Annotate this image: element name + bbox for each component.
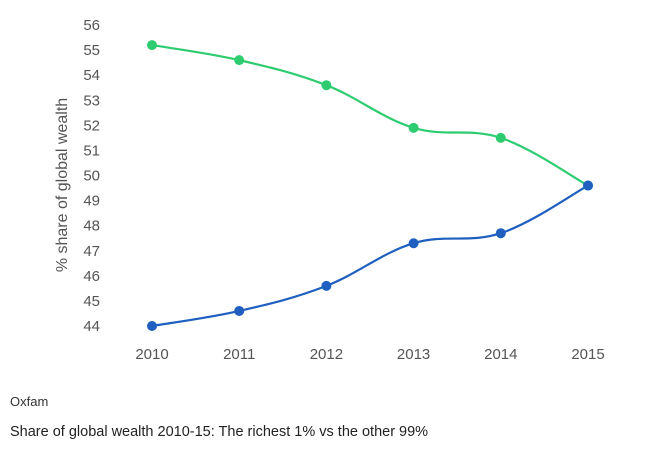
- data-point: [147, 40, 157, 51]
- series-layer: [147, 40, 593, 331]
- y-tick-label: 44: [83, 318, 100, 335]
- data-point: [147, 321, 157, 331]
- source-label: Oxfam: [10, 394, 49, 409]
- data-point: [583, 180, 593, 191]
- x-tick-label: 2014: [484, 346, 517, 363]
- y-tick-label: 47: [83, 243, 100, 260]
- y-tick-label: 55: [83, 42, 100, 59]
- data-point: [408, 122, 419, 133]
- x-tick-label: 2010: [135, 346, 168, 363]
- y-tick-label: 52: [83, 117, 100, 134]
- y-axis: 44 45 46 47 48 49 50 51 52 53 54 55 56: [83, 17, 100, 335]
- y-tick-label: 56: [83, 17, 100, 34]
- series-line: [151, 184, 589, 328]
- y-tick-label: 48: [83, 218, 100, 235]
- data-point: [321, 280, 332, 291]
- y-tick-label: 45: [83, 293, 100, 310]
- x-tick-label: 2015: [571, 346, 604, 363]
- y-axis-label: % share of global wealth: [54, 98, 71, 272]
- y-tick-label: 53: [83, 92, 100, 109]
- data-point: [408, 238, 419, 249]
- data-point: [495, 132, 506, 143]
- y-tick-label: 50: [83, 168, 100, 185]
- data-point: [234, 55, 245, 66]
- x-axis: 2010 2011 2012 2013 2014 2015: [135, 346, 604, 363]
- data-point: [234, 305, 245, 316]
- y-tick-label: 54: [83, 67, 100, 84]
- y-tick-label: 46: [83, 268, 100, 285]
- y-tick-label: 49: [83, 193, 100, 210]
- x-tick-label: 2013: [397, 346, 430, 363]
- y-tick-label: 51: [83, 142, 100, 159]
- x-tick-label: 2011: [223, 346, 255, 363]
- series-line: [151, 43, 589, 187]
- x-tick-label: 2012: [310, 346, 343, 363]
- data-point: [321, 80, 332, 91]
- data-point: [495, 228, 506, 239]
- chart-caption: Share of global wealth 2010-15: The rich…: [10, 424, 429, 440]
